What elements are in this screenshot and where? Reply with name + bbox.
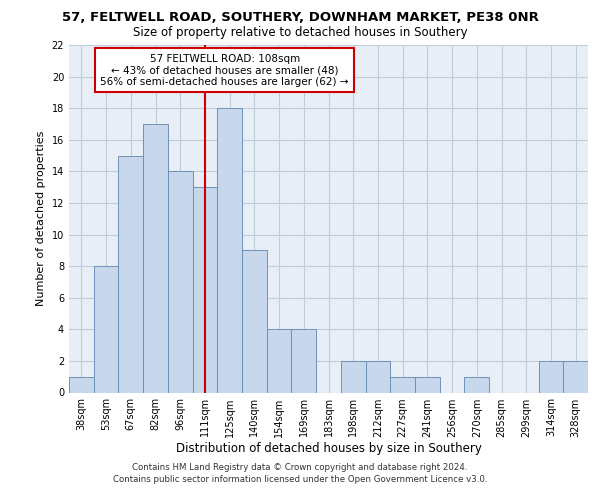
Bar — [242, 250, 267, 392]
Bar — [168, 172, 193, 392]
Bar — [365, 361, 390, 392]
Bar — [193, 187, 217, 392]
Y-axis label: Number of detached properties: Number of detached properties — [36, 131, 46, 306]
Bar — [217, 108, 242, 393]
Bar — [292, 330, 316, 392]
Text: Size of property relative to detached houses in Southery: Size of property relative to detached ho… — [133, 26, 467, 39]
Bar — [94, 266, 118, 392]
Bar — [563, 361, 588, 392]
Bar — [464, 376, 489, 392]
Text: Contains HM Land Registry data © Crown copyright and database right 2024.: Contains HM Land Registry data © Crown c… — [132, 462, 468, 471]
Bar — [539, 361, 563, 392]
Text: 57, FELTWELL ROAD, SOUTHERY, DOWNHAM MARKET, PE38 0NR: 57, FELTWELL ROAD, SOUTHERY, DOWNHAM MAR… — [62, 11, 538, 24]
Text: 57 FELTWELL ROAD: 108sqm
← 43% of detached houses are smaller (48)
56% of semi-d: 57 FELTWELL ROAD: 108sqm ← 43% of detach… — [100, 54, 349, 87]
Bar — [267, 330, 292, 392]
Bar — [341, 361, 365, 392]
Bar — [118, 156, 143, 392]
Text: Contains public sector information licensed under the Open Government Licence v3: Contains public sector information licen… — [113, 475, 487, 484]
Bar — [415, 376, 440, 392]
X-axis label: Distribution of detached houses by size in Southery: Distribution of detached houses by size … — [176, 442, 481, 456]
Bar — [69, 376, 94, 392]
Bar — [390, 376, 415, 392]
Bar — [143, 124, 168, 392]
